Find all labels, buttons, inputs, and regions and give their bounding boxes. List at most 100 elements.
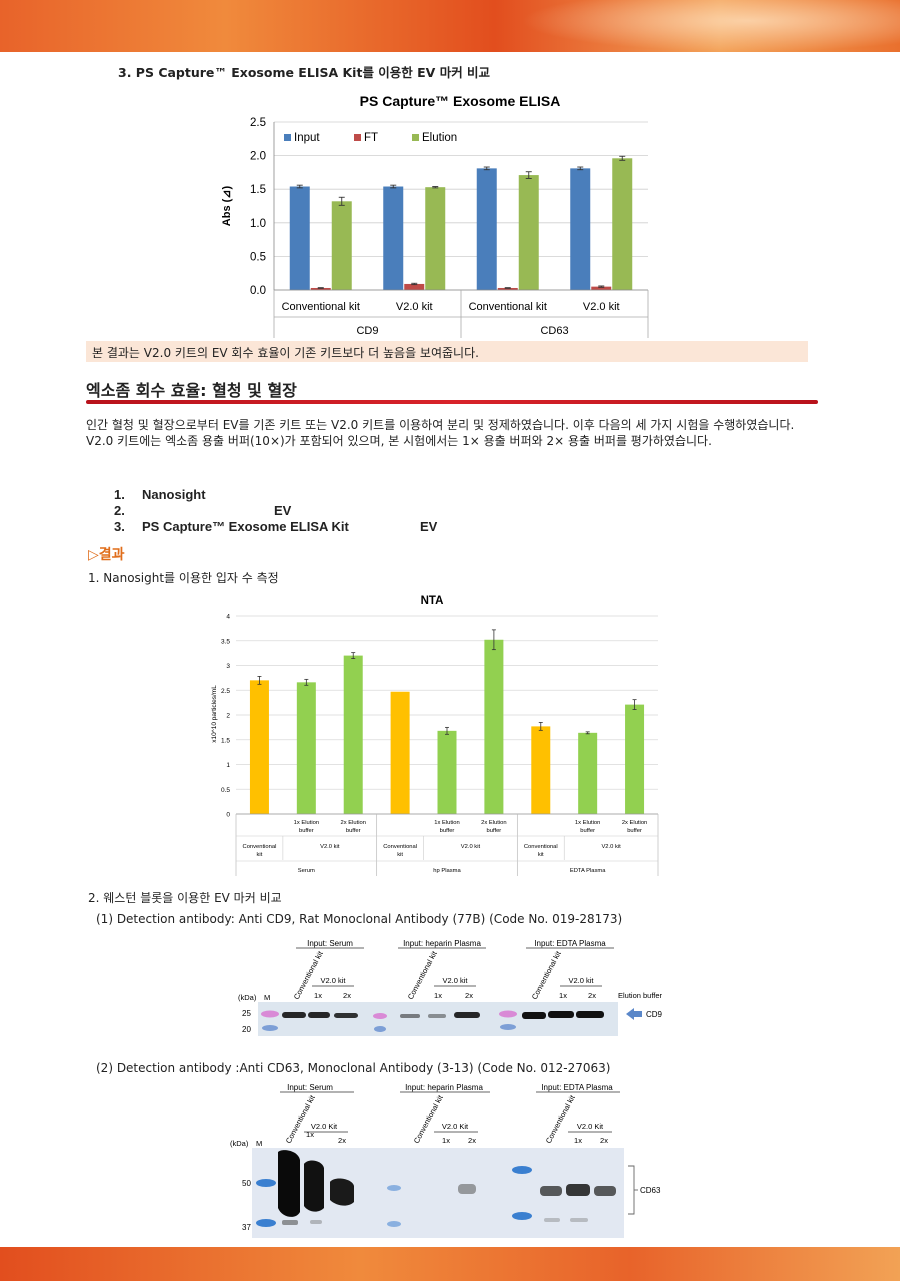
- y-tick-label: 0.5: [221, 787, 230, 794]
- input-label: Input: Serum: [287, 1083, 333, 1092]
- input-label: Input: heparin Plasma: [405, 1083, 483, 1092]
- category-label: kit: [397, 852, 403, 858]
- group-label: CD9: [356, 325, 378, 337]
- group-label: Serum: [298, 868, 315, 874]
- category-label: buffer: [299, 828, 314, 834]
- lane-label: V2.0 Kit: [442, 1122, 469, 1131]
- y-tick-label: 2.0: [250, 151, 266, 163]
- subgroup-label: V2.0 kit: [320, 844, 340, 850]
- legend-swatch: [354, 134, 361, 141]
- steps-list: 1. Nanosight 2. EV 3. PS Capture™ Exosome E…: [114, 487, 437, 535]
- cd63-band-label: CD63: [640, 1186, 661, 1195]
- y-tick-label: 0.5: [250, 251, 266, 263]
- legend-label: FT: [364, 132, 378, 144]
- marker-20: 20: [242, 1025, 251, 1034]
- y-axis-label: Abs (⊿): [221, 185, 233, 226]
- note-box: [86, 341, 808, 362]
- lane-label: 1x: [314, 991, 322, 1000]
- bar: [578, 732, 598, 814]
- group-label: hp Plasma: [433, 868, 461, 874]
- y-tick-label: 3: [226, 663, 230, 670]
- results-heading: ▷결과: [88, 547, 125, 563]
- y-tick-label: 0: [226, 812, 230, 819]
- bar: [390, 691, 410, 814]
- bar-ft: [497, 287, 518, 290]
- footer-banner: [0, 1247, 900, 1281]
- lane-label: 2x: [343, 991, 351, 1000]
- step-item-1: 1. Nanosight: [114, 487, 206, 502]
- lane-label: Conventional kit: [544, 1093, 577, 1145]
- category-label: 2x Elution: [340, 820, 365, 826]
- y-tick-label: 1.5: [250, 184, 266, 196]
- legend-swatch: [412, 134, 419, 141]
- kda-label: (kDa): [238, 993, 257, 1002]
- lane-label: 1x: [574, 1136, 582, 1145]
- chart-title: NTA: [421, 595, 444, 607]
- bar-ft: [310, 287, 331, 290]
- intro-paragraph: 인간 혈청 및 혈장으로부터 EV를 기존 키트 또는 V2.0 키트를 이용하…: [86, 418, 795, 448]
- y-tick-label: 3.5: [221, 638, 230, 645]
- lane-label: 1x: [434, 991, 442, 1000]
- section-heading: 엑소좀 회수 효율: 혈청 및 혈장: [86, 381, 297, 400]
- step-item-2: 2. EV: [114, 503, 292, 518]
- subgroup-label: V2.0 kit: [601, 844, 621, 850]
- legend-label: Input: [294, 132, 320, 144]
- y-tick-label: 1: [226, 762, 230, 769]
- bar: [343, 655, 363, 814]
- result-item-1: 1. Nanosight를 이용한 입자 수 측정: [88, 571, 279, 585]
- bar-elution: [331, 201, 352, 290]
- marker-25: 25: [242, 1009, 251, 1018]
- legend-label: Elution: [422, 132, 457, 144]
- category-label: Conventional: [524, 844, 558, 850]
- category-label: Conventional kit: [469, 301, 547, 313]
- category-label: Conventional: [243, 844, 277, 850]
- y-tick-label: 1.0: [250, 218, 266, 230]
- bar-input: [289, 186, 310, 290]
- bar-ft: [404, 283, 425, 290]
- section3-title: 3. PS Capture™ Exosome ELISA Kit를 이용한 EV…: [118, 65, 491, 80]
- category-label: V2.0 kit: [396, 301, 433, 313]
- category-label: kit: [257, 852, 263, 858]
- cd63-western-blot: Input: Serum Input: heparin Plasma Input…: [230, 1083, 661, 1238]
- marker-label: M: [264, 993, 270, 1002]
- bar: [296, 682, 316, 814]
- input-label: Input: heparin Plasma: [403, 939, 481, 948]
- lane-label: V2.0 Kit: [311, 1122, 338, 1131]
- input-label: Input: EDTA Plasma: [541, 1083, 613, 1092]
- legend-swatch: [284, 134, 291, 141]
- bar-ft: [591, 286, 612, 290]
- lane-label: 1x: [306, 1130, 314, 1139]
- header-banner: [0, 0, 900, 52]
- bar-elution: [425, 187, 446, 290]
- category-label: V2.0 kit: [583, 301, 620, 313]
- note-text: 본 결과는 V2.0 키트의 EV 회수 효율이 기존 키트보다 더 높음을 보…: [92, 346, 479, 360]
- lane-label: V2.0 Kit: [577, 1122, 604, 1131]
- bar-input: [476, 168, 497, 290]
- y-tick-label: 1.5: [221, 737, 230, 744]
- category-label: 2x Elution: [622, 820, 647, 826]
- category-label: 2x Elution: [481, 820, 506, 826]
- y-tick-label: 2.5: [250, 117, 266, 129]
- subgroup-label: V2.0 kit: [461, 844, 481, 850]
- lane-label: 2x: [468, 1136, 476, 1145]
- lane-label: 2x: [338, 1136, 346, 1145]
- elution-buffer-label: Elution buffer: [618, 991, 663, 1000]
- lane-label: V2.0 kit: [442, 976, 468, 985]
- category-label: buffer: [580, 828, 595, 834]
- category-label: Conventional kit: [282, 301, 360, 313]
- cd9-western-blot: Input: Serum Input: heparin Plasma Input…: [238, 939, 663, 1036]
- category-label: buffer: [627, 828, 642, 834]
- result-item-2: 2. 웨스턴 블롯을 이용한 EV 마커 비교: [88, 891, 282, 905]
- marker-label: M: [256, 1139, 262, 1148]
- bar: [249, 680, 269, 814]
- heading-underline: [86, 400, 818, 404]
- bar-elution: [612, 158, 633, 290]
- bar: [531, 726, 551, 814]
- y-tick-label: 2.5: [221, 688, 230, 695]
- bar-elution: [518, 175, 539, 290]
- lane-label: V2.0 kit: [568, 976, 594, 985]
- lane-label: Conventional kit: [412, 1093, 445, 1145]
- category-label: kit: [538, 852, 544, 858]
- cd9-caption: (1) Detection antibody: Anti CD9, Rat Mo…: [96, 912, 623, 926]
- arrow-left-icon: [626, 1008, 642, 1020]
